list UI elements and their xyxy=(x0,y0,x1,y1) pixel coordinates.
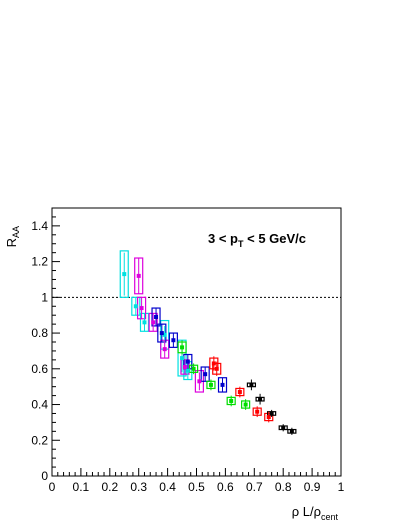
y-axis-tick-labels: 0 0.2 0.4 0.6 0.8 1 1.2 1.4 xyxy=(31,219,48,483)
kinematic-range-annotation: 3 < pT < 5 GeV/c xyxy=(208,231,306,249)
x-tick-label: 0.1 xyxy=(73,480,90,494)
data-point xyxy=(220,382,225,387)
data-point xyxy=(185,359,190,364)
x-tick-label: 0.8 xyxy=(275,480,292,494)
data-point xyxy=(142,320,147,325)
x-tick-label: 0.6 xyxy=(217,480,234,494)
systematic-box xyxy=(119,250,129,298)
data-point xyxy=(255,409,260,414)
data-point xyxy=(289,429,294,434)
y-axis-title: RAA xyxy=(4,226,21,247)
y-tick-label: 0.2 xyxy=(31,433,48,447)
plot-frame xyxy=(51,207,342,477)
data-point xyxy=(229,398,234,403)
y-axis-ticks xyxy=(52,207,60,477)
data-point xyxy=(182,365,187,370)
data-point xyxy=(162,347,167,352)
y-tick-label: 0 xyxy=(41,469,48,483)
error-bars xyxy=(123,252,293,435)
data-point xyxy=(136,273,141,278)
y-tick-label: 1.2 xyxy=(31,255,48,269)
data-point xyxy=(214,366,219,371)
systematic-boxes xyxy=(119,250,297,434)
x-tick-label: 0.7 xyxy=(246,480,263,494)
y-tick-label: 0.8 xyxy=(31,326,48,340)
x-tick-label: 0.3 xyxy=(130,480,147,494)
data-point xyxy=(191,366,196,371)
data-point xyxy=(185,368,190,373)
y-tick-label: 1.4 xyxy=(31,219,48,233)
y-tick-label: 0.6 xyxy=(31,362,48,376)
data-point xyxy=(159,331,164,336)
data-point xyxy=(151,320,156,325)
data-point xyxy=(249,382,254,387)
x-tick-label: 0.9 xyxy=(304,480,321,494)
x-tick-label: 0 xyxy=(49,480,56,494)
data-point xyxy=(266,415,271,420)
data-point xyxy=(162,332,167,337)
x-tick-label: 0.2 xyxy=(101,480,118,494)
y-tick-label: 0.4 xyxy=(31,398,48,412)
data-point xyxy=(180,356,185,361)
data-point xyxy=(237,390,242,395)
data-point xyxy=(139,306,144,311)
x-axis-tick-labels: 0 0.1 0.2 0.3 0.4 0.5 0.6 0.7 0.8 0.9 1 xyxy=(49,480,345,494)
x-tick-label: 1 xyxy=(338,480,345,494)
data-point xyxy=(133,304,138,309)
x-axis-ticks xyxy=(51,468,342,476)
x-tick-label: 0.5 xyxy=(188,480,205,494)
data-point xyxy=(211,361,216,366)
data-point xyxy=(243,402,248,407)
y-tick-label: 1 xyxy=(41,290,48,304)
data-point xyxy=(197,379,202,384)
data-point xyxy=(203,372,208,377)
data-point xyxy=(281,425,286,430)
data-point xyxy=(269,411,274,416)
data-point xyxy=(154,314,159,319)
x-axis-title: ρ L/ρcent xyxy=(292,504,339,522)
data-point xyxy=(208,382,213,387)
data-point xyxy=(258,397,263,402)
data-point xyxy=(122,272,127,277)
x-tick-label: 0.4 xyxy=(159,480,176,494)
data-point xyxy=(180,345,185,350)
data-point xyxy=(171,338,176,343)
data-points xyxy=(122,272,294,434)
